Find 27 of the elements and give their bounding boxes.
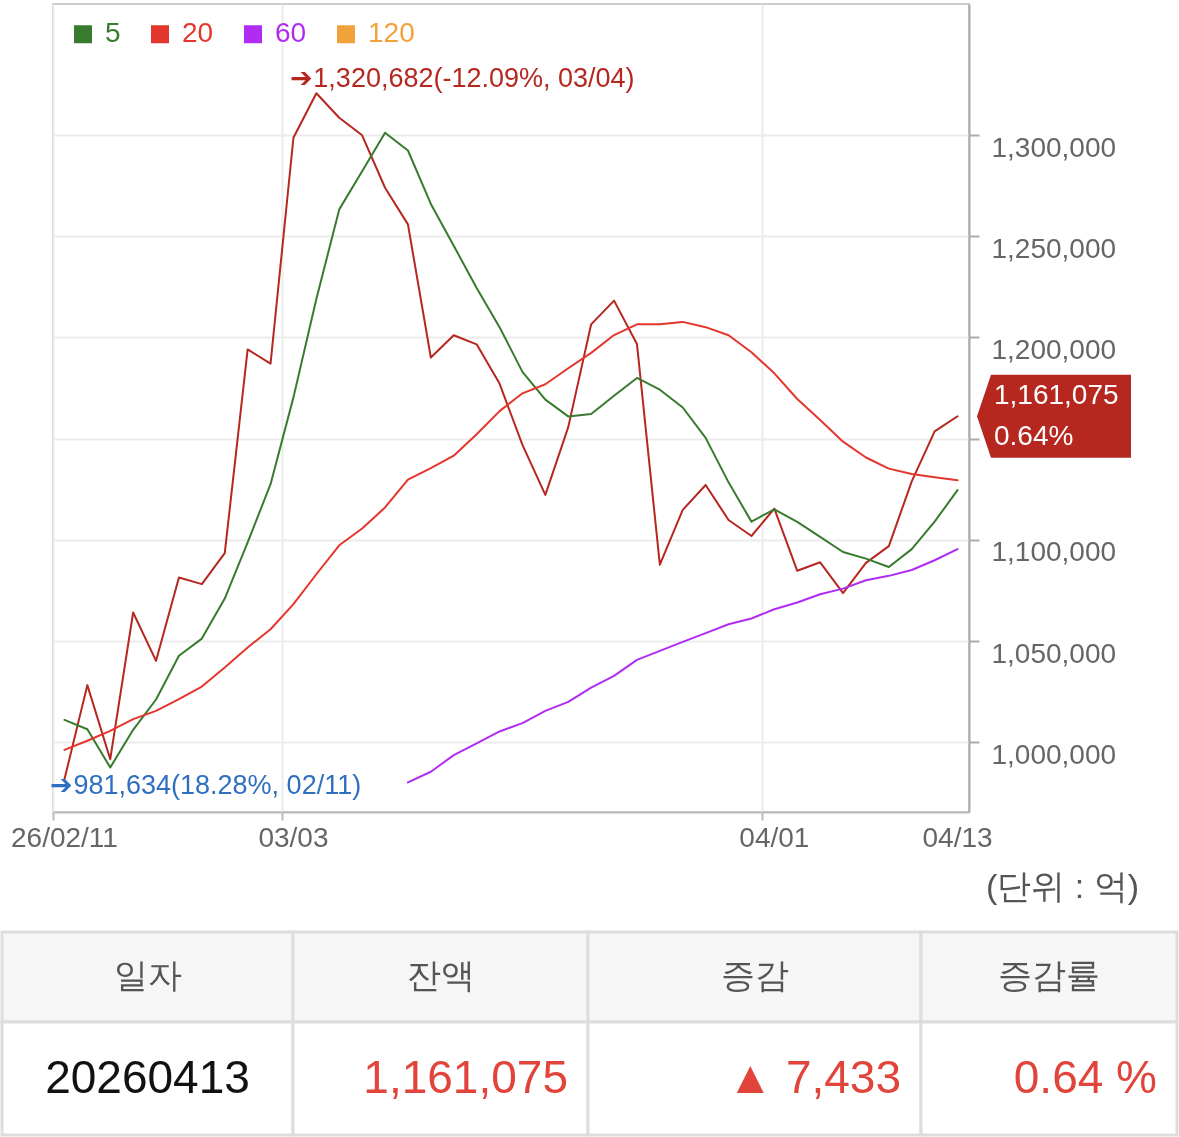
x-tick-label: 03/03 <box>258 821 329 853</box>
text: 20260413 <box>45 1050 250 1103</box>
legend-label: 20 <box>182 17 214 49</box>
legend-label: 60 <box>275 17 307 49</box>
category-label: 잔액 <box>406 956 475 994</box>
annotation: 1,161,075 <box>994 378 1119 410</box>
y-tick-label: 1,200,000 <box>991 333 1117 365</box>
text: ▲ 7,433 <box>727 1050 901 1103</box>
category-label: 증감 <box>720 956 789 994</box>
y-tick-label: 1,250,000 <box>991 232 1117 264</box>
y-tick-label: 1,050,000 <box>991 637 1117 669</box>
legend-label: 5 <box>105 17 121 49</box>
x-tick-label: 04/01 <box>739 821 810 853</box>
y-tick-label: 1,100,000 <box>991 536 1117 568</box>
x-tick-label: 04/13 <box>922 821 993 853</box>
x-tick-label: 26/02/11 <box>10 821 118 853</box>
annotation: ➔1,320,682(-12.09%, 03/04) <box>290 63 635 94</box>
category-label: 일자 <box>113 956 182 994</box>
text: (단위 : 억) <box>986 867 1139 905</box>
text: 0.64 % <box>1013 1050 1157 1103</box>
annotation: ➔981,634(18.28%, 02/11) <box>50 770 362 801</box>
y-tick-label: 1,300,000 <box>991 131 1117 163</box>
legend-label: 120 <box>368 17 415 49</box>
y-tick-label: 1,000,000 <box>991 738 1117 770</box>
category-label: 증감률 <box>998 956 1100 994</box>
annotation: 0.64% <box>994 419 1074 451</box>
text: 1,161,075 <box>363 1050 568 1103</box>
